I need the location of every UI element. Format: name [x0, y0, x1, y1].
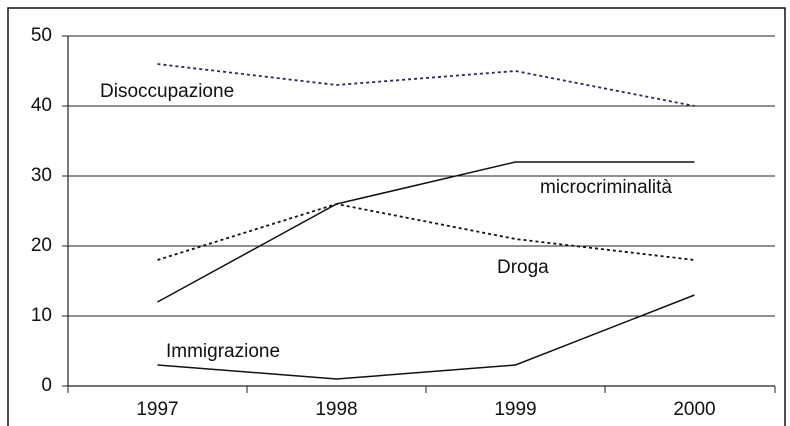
- series-line: [157, 294, 695, 380]
- y-tick-label: 0: [41, 375, 52, 396]
- y-tick-label: 10: [31, 305, 52, 326]
- series-label: microcriminalità: [540, 177, 672, 198]
- series-label: Immigrazione: [166, 341, 280, 362]
- series-line: [157, 161, 695, 303]
- x-tick-label: 1999: [494, 399, 536, 420]
- series-label: Disoccupazione: [100, 81, 234, 102]
- series-line: [157, 63, 695, 107]
- series-line: [157, 203, 695, 261]
- y-tick-label: 20: [31, 235, 52, 256]
- x-tick-label: 1998: [315, 399, 357, 420]
- y-tick-label: 30: [31, 165, 52, 186]
- x-tick-label: 1997: [136, 399, 178, 420]
- x-tick-label: 2000: [673, 399, 715, 420]
- y-tick-label: 40: [31, 95, 52, 116]
- series-label: Droga: [497, 257, 549, 278]
- frame: [7, 7, 786, 426]
- y-tick-label: 50: [31, 25, 52, 46]
